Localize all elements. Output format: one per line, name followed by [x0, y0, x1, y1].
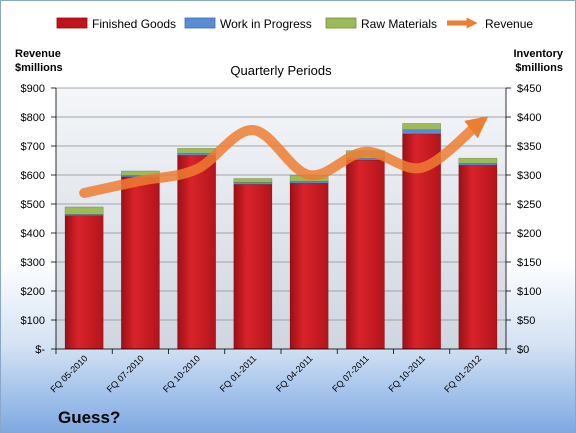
left-axis-title-line1: Revenue: [15, 48, 61, 60]
legend-label-raw-materials: Raw Materials: [361, 17, 437, 31]
left-tick-label: $600: [21, 170, 45, 182]
left-tick-label: $900: [21, 83, 45, 95]
x-tick-label: FQ 10-2010: [161, 353, 202, 394]
right-axis-title-line2: $millions: [515, 62, 563, 74]
left-tick-label: $500: [21, 199, 45, 211]
x-tick-label: FQ 01-2012: [442, 353, 483, 394]
legend-item-raw-materials: Raw Materials: [325, 17, 437, 31]
right-tick-label: $300: [517, 170, 541, 182]
right-tick-label: $350: [517, 141, 541, 153]
axes: $- $0 $100 $50 $200 $100 $300 $150 $400 $200 $500 $…: [21, 83, 542, 356]
legend: Finished Goods Work in Progress Raw Mate…: [56, 17, 533, 31]
right-tick-label: $250: [517, 199, 541, 211]
bar-raw-materials: [402, 123, 442, 131]
x-tick-label: FQ 07-2011: [330, 353, 371, 394]
legend-swatch-finished-goods: [56, 17, 88, 29]
revenue-line-layer: [79, 116, 489, 198]
right-tick-label: $150: [517, 257, 541, 269]
footer-label: Guess?: [58, 408, 120, 427]
bar-raw-materials: [233, 178, 273, 183]
left-tick-label: $100: [21, 315, 45, 327]
legend-item-finished-goods: Finished Goods: [56, 17, 176, 31]
bar-work-in-progress: [64, 214, 104, 216]
bar-finished-goods: [233, 183, 273, 350]
x-tick-label: FQ 10-2011: [386, 353, 427, 394]
x-tick-label: FQ 05-2010: [49, 353, 90, 394]
revenue-line: [79, 116, 489, 198]
right-tick-label: $50: [517, 315, 535, 327]
right-tick-label: $0: [517, 344, 529, 356]
right-tick-label: $400: [517, 112, 541, 124]
right-tick-label: $200: [517, 228, 541, 240]
left-tick-label: $400: [21, 228, 45, 240]
bar-finished-goods: [345, 159, 385, 350]
left-tick-label: $200: [21, 286, 45, 298]
bar-finished-goods: [64, 215, 104, 350]
bar-raw-materials: [64, 206, 104, 215]
legend-label-revenue: Revenue: [485, 17, 533, 31]
legend-item-work-in-progress: Work in Progress: [184, 17, 312, 31]
bar-work-in-progress: [402, 129, 442, 135]
x-tick-label: FQ 07-2010: [105, 353, 146, 394]
bar-finished-goods: [458, 164, 498, 350]
legend-swatch-raw-materials: [325, 17, 357, 29]
right-tick-label: $450: [517, 83, 541, 95]
bar-finished-goods: [177, 154, 217, 350]
left-tick-label: $300: [21, 257, 45, 269]
left-tick-label: $800: [21, 112, 45, 124]
x-tick-label: FQ 01-2011: [218, 353, 259, 394]
x-tick-label: FQ 04-2011: [274, 353, 315, 394]
x-axis-labels: FQ 05-2010 FQ 07-2010 FQ 10-2010 FQ 01-2011…: [49, 353, 484, 394]
bar-raw-materials: [458, 157, 498, 164]
right-tick-label: $100: [517, 286, 541, 298]
bar-raw-materials: [177, 148, 217, 154]
left-tick-label: $-: [35, 344, 45, 356]
bar-finished-goods: [289, 182, 329, 350]
legend-item-revenue: Revenue: [447, 17, 533, 31]
right-axis-title-line1: Inventory: [513, 48, 563, 60]
legend-label-finished-goods: Finished Goods: [92, 17, 176, 31]
chart-title: Quarterly Periods: [230, 63, 332, 78]
legend-label-work-in-progress: Work in Progress: [220, 17, 312, 31]
left-tick-label: $700: [21, 141, 45, 153]
left-axis-title-line2: $millions: [15, 62, 63, 74]
bar-finished-goods: [120, 176, 160, 350]
legend-swatch-work-in-progress: [184, 17, 216, 29]
